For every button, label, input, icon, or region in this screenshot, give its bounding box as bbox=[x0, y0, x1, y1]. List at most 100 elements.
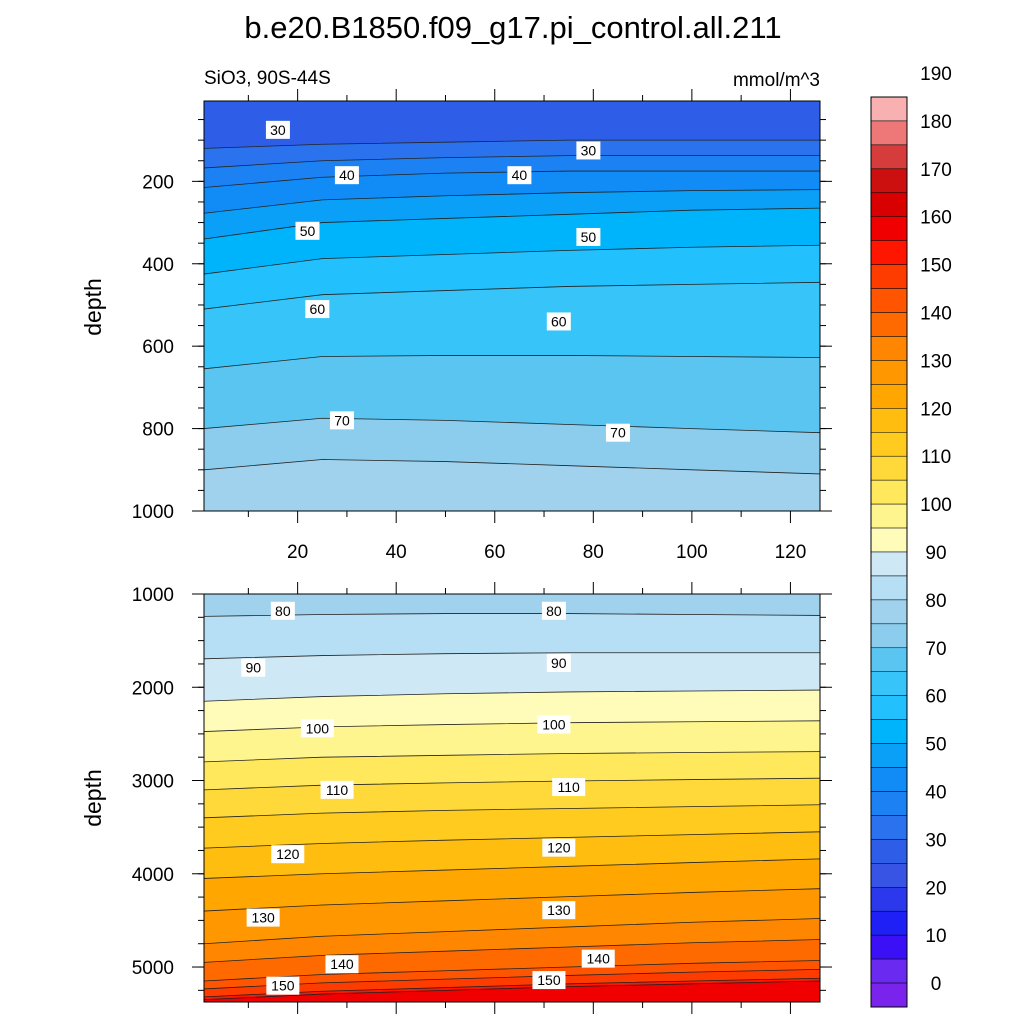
upper-depth-axis-label: depth bbox=[80, 278, 106, 336]
contour-line bbox=[204, 189, 820, 214]
contour-label-text: 110 bbox=[326, 782, 349, 798]
contour-label-text: 130 bbox=[547, 902, 571, 918]
contour-label-box bbox=[576, 227, 601, 246]
contour-line bbox=[204, 155, 820, 169]
colorbar-swatch bbox=[870, 360, 908, 385]
contour-label-box bbox=[265, 120, 290, 139]
chart-subtitle-variable: SiO3, 90S-44S bbox=[204, 68, 331, 89]
lower-panel: 1000 2000 3000 4000 5000 80 80 90 90 100 100 110 110… bbox=[132, 582, 832, 1014]
colorbar-label: 40 bbox=[925, 782, 946, 803]
colorbar-swatch bbox=[870, 719, 908, 744]
contour-label-box bbox=[537, 715, 571, 734]
contour-label: 90 bbox=[546, 654, 571, 673]
contour-label: 40 bbox=[334, 166, 359, 185]
contour-label-text: 30 bbox=[581, 142, 597, 158]
colorbar: 0 10 20 30 40 50 60 70 80 90 100 110 120 130 140 150 160… bbox=[870, 64, 952, 1008]
y-tick-label: 200 bbox=[142, 172, 174, 193]
contour-fills bbox=[204, 594, 820, 1002]
colorbar-label: 60 bbox=[925, 687, 946, 708]
contour-label: 80 bbox=[270, 601, 295, 620]
contour-label-text: 70 bbox=[610, 425, 626, 441]
colorbar-label: 30 bbox=[925, 830, 946, 851]
colorbar-swatch bbox=[870, 623, 908, 649]
colorbar-label: 130 bbox=[920, 351, 952, 372]
contour-label-box bbox=[271, 845, 305, 864]
contour-label-box bbox=[507, 166, 532, 185]
colorbar-label: 160 bbox=[920, 208, 952, 229]
y-tick-label: 1000 bbox=[132, 585, 174, 606]
contour-line bbox=[204, 804, 820, 819]
contour-line bbox=[204, 355, 820, 370]
contour-label-box bbox=[542, 838, 576, 857]
colorbar-swatch bbox=[870, 743, 908, 768]
colorbar-swatch bbox=[870, 503, 908, 529]
chart-title: b.e20.B1850.f09_g17.pi_control.all.211 bbox=[244, 10, 781, 45]
contour-label-box bbox=[542, 901, 576, 920]
contour-label-text: 30 bbox=[270, 122, 286, 138]
upper-panel: 200 400 600 800 1000 20 40 60 80 100 120 30 30 40 40 50… bbox=[132, 89, 832, 563]
colorbar-swatch bbox=[870, 144, 908, 170]
contour-label-box bbox=[320, 780, 354, 799]
contour-line bbox=[204, 689, 820, 702]
contour-label-text: 130 bbox=[251, 910, 275, 926]
x-tick-label: 120 bbox=[775, 542, 807, 563]
contour-label: 70 bbox=[605, 423, 630, 442]
contour-label-text: 40 bbox=[512, 167, 528, 183]
x-tick-label: 100 bbox=[676, 542, 708, 563]
contour-line bbox=[204, 980, 820, 1001]
contour-label: 50 bbox=[576, 227, 601, 246]
colorbar-swatch bbox=[870, 863, 908, 888]
contour-line bbox=[204, 459, 820, 475]
colorbar-label: 0 bbox=[931, 974, 942, 995]
contour-label-box bbox=[576, 141, 601, 160]
colorbar-swatch bbox=[870, 887, 908, 912]
contour-line bbox=[204, 960, 820, 982]
contour-label: 60 bbox=[305, 300, 330, 319]
contour-label-text: 100 bbox=[542, 717, 566, 733]
colorbar-swatch bbox=[870, 575, 908, 601]
contour-label-text: 120 bbox=[547, 840, 571, 856]
colorbar-label: 150 bbox=[920, 256, 952, 277]
contour-line bbox=[204, 918, 820, 945]
colorbar-swatch bbox=[870, 839, 908, 864]
colorbar-label: 110 bbox=[921, 447, 951, 468]
colorbar-label: 90 bbox=[925, 543, 946, 564]
colorbar-swatch bbox=[870, 288, 908, 313]
x-tick-label: 20 bbox=[287, 542, 308, 563]
contour-line bbox=[204, 831, 820, 849]
colorbar-swatch bbox=[870, 240, 908, 265]
contour-line bbox=[204, 939, 820, 963]
lower-depth-axis-label: depth bbox=[80, 769, 106, 827]
colorbar-swatch bbox=[870, 312, 908, 337]
colorbar-label: 80 bbox=[925, 591, 946, 612]
contour-label-box bbox=[329, 411, 354, 430]
colorbar-swatch bbox=[870, 695, 908, 720]
colorbar-label: 140 bbox=[920, 304, 952, 325]
colorbar-swatch bbox=[870, 982, 908, 1008]
contour-label-box bbox=[270, 601, 295, 620]
contour-label-box bbox=[581, 949, 615, 968]
colorbar-label: 10 bbox=[925, 926, 946, 947]
contour-label-text: 50 bbox=[581, 229, 597, 245]
contour-label: 130 bbox=[542, 901, 576, 920]
colorbar-swatch bbox=[870, 192, 908, 217]
colorbar-swatch bbox=[870, 96, 908, 122]
colorbar-swatch bbox=[870, 958, 908, 984]
contour-label-text: 150 bbox=[537, 972, 561, 988]
contour-label: 100 bbox=[300, 719, 334, 738]
contour-label: 150 bbox=[266, 976, 300, 995]
x-tick-label: 80 bbox=[583, 542, 604, 563]
contour-label: 30 bbox=[265, 120, 290, 139]
contour-label: 140 bbox=[325, 955, 359, 974]
colorbar-label: 20 bbox=[925, 878, 946, 899]
contour-label: 120 bbox=[542, 838, 576, 857]
colorbar-swatch bbox=[870, 791, 908, 816]
colorbar-swatch bbox=[870, 384, 908, 409]
y-tick-label: 4000 bbox=[132, 865, 174, 886]
colorbar-swatch bbox=[870, 168, 908, 194]
colorbar-swatch bbox=[870, 671, 908, 696]
contour-label: 50 bbox=[295, 221, 320, 240]
y-tick-label: 800 bbox=[142, 420, 174, 441]
contour-label-box bbox=[546, 654, 571, 673]
contour-line bbox=[204, 858, 820, 879]
